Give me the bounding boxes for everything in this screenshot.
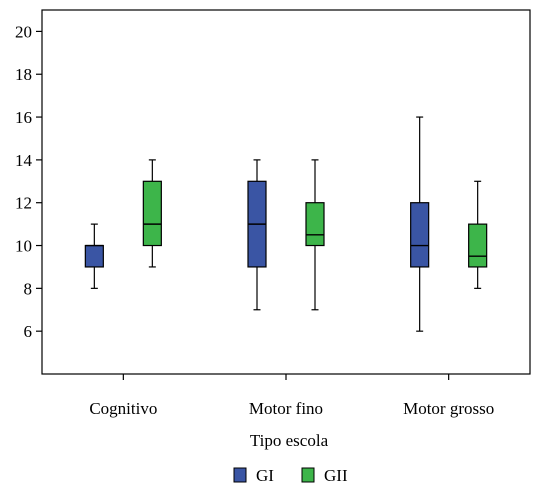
x-axis-title: Tipo escola <box>250 431 329 450</box>
y-tick-label: 12 <box>15 194 32 213</box>
iqr-box <box>142 180 162 247</box>
x-axis: Cognitivo Motor fino Motor grosso <box>89 374 494 418</box>
category-label: Motor grosso <box>403 399 494 418</box>
boxes-layer <box>84 116 488 332</box>
y-tick-label: 6 <box>24 322 33 341</box>
iqr-box <box>468 223 488 268</box>
legend-swatch-GI <box>233 467 247 483</box>
box-GI-2 <box>410 116 430 332</box>
plot-frame <box>41 9 531 375</box>
y-tick-label: 20 <box>15 22 32 41</box>
box-GII-0 <box>142 159 162 268</box>
y-tick-label: 8 <box>24 279 33 298</box>
y-tick-label: 16 <box>15 108 32 127</box>
category-label: Motor fino <box>249 399 323 418</box>
iqr-box <box>305 202 325 247</box>
legend-label: GI <box>256 466 274 485</box>
box-GII-1 <box>305 159 325 311</box>
box-GI-0 <box>84 223 104 289</box>
y-tick-label: 10 <box>15 237 32 256</box>
category-label: Cognitivo <box>89 399 157 418</box>
legend-label: GII <box>324 466 348 485</box>
box-GII-2 <box>468 180 488 289</box>
legend: GI GII <box>233 466 348 485</box>
y-axis: 6 8 10 12 14 16 18 20 <box>15 22 42 341</box>
y-tick-label: 14 <box>15 151 33 170</box>
box-GI-1 <box>247 159 267 311</box>
iqr-box <box>410 202 430 268</box>
legend-swatch-GII <box>301 467 315 483</box>
iqr-box <box>84 244 104 268</box>
y-tick-label: 18 <box>15 65 32 84</box>
